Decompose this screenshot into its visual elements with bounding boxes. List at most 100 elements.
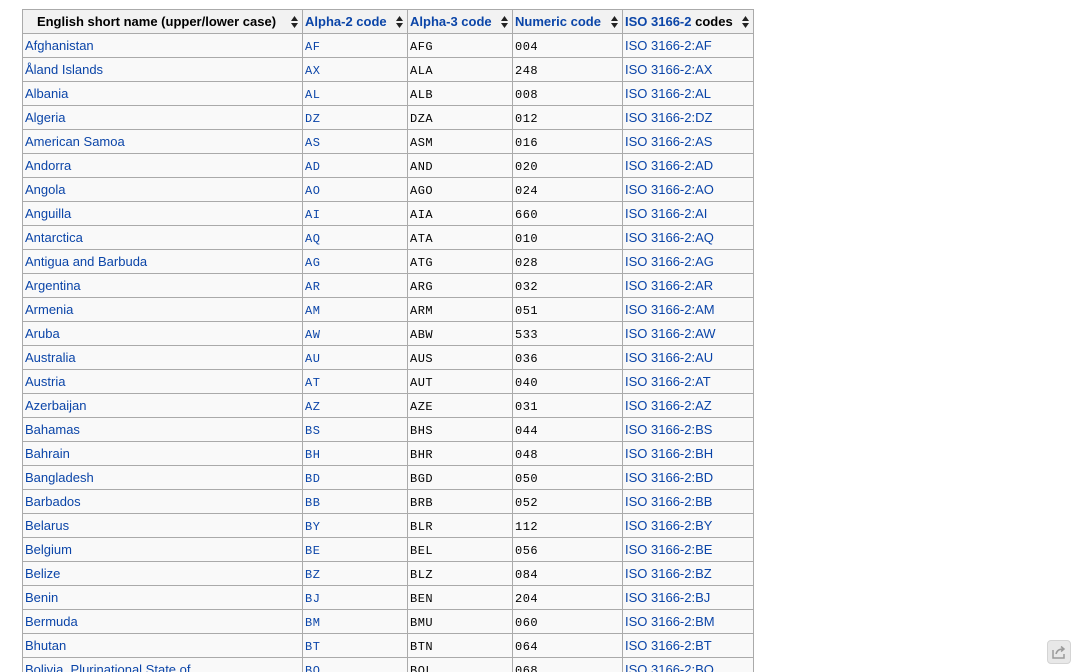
alpha-2-code-link[interactable]: AU bbox=[305, 351, 321, 366]
iso-3166-2-link[interactable]: ISO 3166-2:BE bbox=[625, 542, 713, 557]
share-button[interactable] bbox=[1047, 640, 1071, 664]
country-name-link[interactable]: Bolivia, Plurinational State of bbox=[25, 662, 191, 672]
country-name-link[interactable]: Belgium bbox=[25, 542, 72, 557]
country-name-link[interactable]: Bahamas bbox=[25, 422, 80, 437]
country-name-link[interactable]: Andorra bbox=[25, 158, 72, 173]
country-name-link[interactable]: Algeria bbox=[25, 110, 66, 125]
alpha-2-code-link[interactable]: AX bbox=[305, 63, 321, 78]
alpha-3-code: AZE bbox=[410, 399, 434, 414]
table-cell: BHR bbox=[407, 441, 513, 466]
alpha-2-code-link[interactable]: AW bbox=[305, 327, 321, 342]
country-name-link[interactable]: Albania bbox=[25, 86, 69, 101]
alpha-2-code-link[interactable]: AO bbox=[305, 183, 321, 198]
alpha-2-code-link[interactable]: AZ bbox=[305, 399, 321, 414]
country-name-link[interactable]: Antarctica bbox=[25, 230, 83, 245]
column-header-link[interactable]: Alpha-3 code bbox=[410, 14, 492, 29]
alpha-2-code-link[interactable]: BY bbox=[305, 519, 321, 534]
country-name-link[interactable]: Afghanistan bbox=[25, 38, 94, 53]
iso-3166-2-link[interactable]: ISO 3166-2:AQ bbox=[625, 230, 714, 245]
iso-3166-2-link[interactable]: ISO 3166-2:BJ bbox=[625, 590, 711, 605]
country-name-link[interactable]: Antigua and Barbuda bbox=[25, 254, 148, 269]
iso-3166-2-link[interactable]: ISO 3166-2:AI bbox=[625, 206, 708, 221]
alpha-2-code-link[interactable]: DZ bbox=[305, 111, 321, 126]
alpha-2-code-link[interactable]: AQ bbox=[305, 231, 321, 246]
country-name-link[interactable]: Bahrain bbox=[25, 446, 70, 461]
iso-3166-2-link[interactable]: ISO 3166-2:AG bbox=[625, 254, 714, 269]
column-header-link[interactable]: ISO 3166-2 bbox=[625, 14, 692, 29]
alpha-2-code-link[interactable]: BJ bbox=[305, 591, 321, 606]
alpha-2-code-link[interactable]: BT bbox=[305, 639, 321, 654]
alpha-2-code-link[interactable]: BS bbox=[305, 423, 321, 438]
sort-icon[interactable] bbox=[501, 16, 508, 28]
alpha-2-code-link[interactable]: AL bbox=[305, 87, 321, 102]
country-name-link[interactable]: Australia bbox=[25, 350, 76, 365]
column-header-english-name[interactable]: English short name (upper/lower case) bbox=[22, 9, 303, 34]
table-cell: 068 bbox=[512, 657, 623, 672]
country-name-link[interactable]: American Samoa bbox=[25, 134, 125, 149]
column-header-link[interactable]: Alpha-2 code bbox=[305, 14, 387, 29]
iso-3166-2-link[interactable]: ISO 3166-2:BB bbox=[625, 494, 713, 509]
country-name-link[interactable]: Azerbaijan bbox=[25, 398, 87, 413]
country-name-link[interactable]: Belize bbox=[25, 566, 61, 581]
iso-3166-2-link[interactable]: ISO 3166-2:BD bbox=[625, 470, 714, 485]
country-name-link[interactable]: Anguilla bbox=[25, 206, 72, 221]
alpha-2-code-link[interactable]: BD bbox=[305, 471, 321, 486]
iso-3166-2-link[interactable]: ISO 3166-2:BM bbox=[625, 614, 715, 629]
alpha-2-code-link[interactable]: AG bbox=[305, 255, 321, 270]
iso-3166-2-link[interactable]: ISO 3166-2:AX bbox=[625, 62, 713, 77]
alpha-2-code-link[interactable]: BH bbox=[305, 447, 321, 462]
iso-3166-2-link[interactable]: ISO 3166-2:AL bbox=[625, 86, 711, 101]
sort-icon[interactable] bbox=[396, 16, 403, 28]
alpha-2-code-link[interactable]: AM bbox=[305, 303, 321, 318]
country-name-link[interactable]: Aruba bbox=[25, 326, 60, 341]
iso-3166-2-link[interactable]: ISO 3166-2:AO bbox=[625, 182, 714, 197]
country-name-link[interactable]: Åland Islands bbox=[25, 62, 104, 77]
iso-3166-2-link[interactable]: ISO 3166-2:AW bbox=[625, 326, 716, 341]
iso-3166-2-link[interactable]: ISO 3166-2:AD bbox=[625, 158, 714, 173]
country-name-link[interactable]: Argentina bbox=[25, 278, 81, 293]
iso-3166-2-link[interactable]: ISO 3166-2:AT bbox=[625, 374, 711, 389]
country-name-link[interactable]: Bangladesh bbox=[25, 470, 94, 485]
iso-3166-2-link[interactable]: ISO 3166-2:BS bbox=[625, 422, 713, 437]
country-name-link[interactable]: Angola bbox=[25, 182, 66, 197]
iso-3166-2-link[interactable]: ISO 3166-2:AM bbox=[625, 302, 715, 317]
iso-3166-2-link[interactable]: ISO 3166-2:AF bbox=[625, 38, 712, 53]
table-cell: AM bbox=[302, 297, 408, 322]
iso-3166-2-link[interactable]: ISO 3166-2:DZ bbox=[625, 110, 713, 125]
column-header-iso-3166-2[interactable]: ISO 3166-2 codes bbox=[622, 9, 754, 34]
country-name-link[interactable]: Armenia bbox=[25, 302, 74, 317]
column-header-alpha-3[interactable]: Alpha-3 code bbox=[407, 9, 513, 34]
country-name-link[interactable]: Austria bbox=[25, 374, 66, 389]
iso-3166-2-link[interactable]: ISO 3166-2:BO bbox=[625, 662, 714, 672]
column-header-alpha-2[interactable]: Alpha-2 code bbox=[302, 9, 408, 34]
alpha-2-code-link[interactable]: BZ bbox=[305, 567, 321, 582]
iso-3166-2-link[interactable]: ISO 3166-2:BZ bbox=[625, 566, 712, 581]
iso-3166-2-link[interactable]: ISO 3166-2:AZ bbox=[625, 398, 712, 413]
iso-3166-2-link[interactable]: ISO 3166-2:AR bbox=[625, 278, 714, 293]
alpha-2-code-link[interactable]: AT bbox=[305, 375, 321, 390]
iso-3166-2-link[interactable]: ISO 3166-2:AS bbox=[625, 134, 713, 149]
iso-3166-2-link[interactable]: ISO 3166-2:AU bbox=[625, 350, 714, 365]
sort-icon[interactable] bbox=[291, 16, 298, 28]
iso-3166-2-link[interactable]: ISO 3166-2:BY bbox=[625, 518, 713, 533]
alpha-2-code-link[interactable]: AI bbox=[305, 207, 321, 222]
column-header-numeric[interactable]: Numeric code bbox=[512, 9, 623, 34]
country-name-link[interactable]: Bhutan bbox=[25, 638, 67, 653]
alpha-2-code-link[interactable]: AS bbox=[305, 135, 321, 150]
sort-icon[interactable] bbox=[742, 16, 749, 28]
alpha-2-code-link[interactable]: BB bbox=[305, 495, 321, 510]
alpha-2-code-link[interactable]: AF bbox=[305, 39, 321, 54]
country-name-link[interactable]: Belarus bbox=[25, 518, 70, 533]
alpha-2-code-link[interactable]: AR bbox=[305, 279, 321, 294]
alpha-2-code-link[interactable]: BM bbox=[305, 615, 321, 630]
sort-icon[interactable] bbox=[611, 16, 618, 28]
country-name-link[interactable]: Benin bbox=[25, 590, 59, 605]
country-name-link[interactable]: Bermuda bbox=[25, 614, 78, 629]
alpha-2-code-link[interactable]: BO bbox=[305, 663, 321, 672]
country-name-link[interactable]: Barbados bbox=[25, 494, 81, 509]
alpha-2-code-link[interactable]: BE bbox=[305, 543, 321, 558]
iso-3166-2-link[interactable]: ISO 3166-2:BH bbox=[625, 446, 714, 461]
column-header-link[interactable]: Numeric code bbox=[515, 14, 601, 29]
iso-3166-2-link[interactable]: ISO 3166-2:BT bbox=[625, 638, 712, 653]
alpha-2-code-link[interactable]: AD bbox=[305, 159, 321, 174]
